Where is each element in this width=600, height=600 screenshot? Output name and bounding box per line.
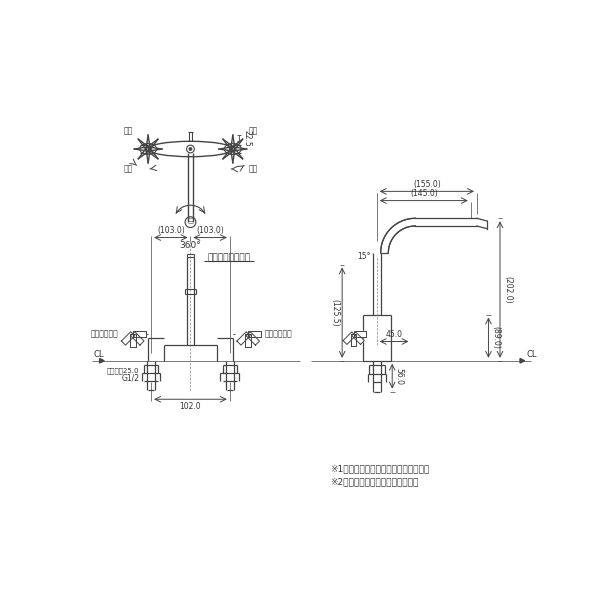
- Text: 温側ハンドル: 温側ハンドル: [91, 329, 118, 338]
- Text: (103.0): (103.0): [157, 226, 185, 235]
- Text: 水側ハンドル: 水側ハンドル: [265, 329, 292, 338]
- Text: 102.0: 102.0: [179, 401, 201, 410]
- Text: (125.5): (125.5): [330, 299, 339, 326]
- Text: 56.0: 56.0: [395, 368, 404, 385]
- Text: 吐水: 吐水: [124, 164, 133, 173]
- Text: ※1　（　）内寸法は参考寸法である。: ※1 （ ）内寸法は参考寸法である。: [331, 464, 430, 474]
- Polygon shape: [133, 331, 146, 337]
- Polygon shape: [100, 358, 104, 363]
- Polygon shape: [245, 334, 251, 347]
- Polygon shape: [246, 332, 260, 345]
- Text: 吐水: 吐水: [248, 126, 257, 135]
- Text: スパウト回転角度: スパウト回転角度: [208, 253, 250, 262]
- Text: CL: CL: [94, 350, 104, 359]
- Polygon shape: [343, 332, 356, 344]
- Polygon shape: [248, 331, 262, 337]
- Polygon shape: [354, 331, 366, 337]
- Text: 22.5: 22.5: [242, 130, 251, 146]
- Polygon shape: [121, 332, 135, 345]
- Text: CL: CL: [527, 350, 538, 359]
- Text: (202.0): (202.0): [503, 276, 512, 304]
- Polygon shape: [130, 334, 136, 347]
- Text: (89.0): (89.0): [491, 326, 500, 349]
- Polygon shape: [352, 332, 364, 344]
- Text: (145.0): (145.0): [410, 189, 437, 198]
- Text: 六角対辺25.0: 六角対辺25.0: [107, 367, 140, 374]
- Polygon shape: [520, 358, 524, 363]
- Text: 止水: 止水: [124, 126, 133, 135]
- Polygon shape: [237, 332, 250, 345]
- Polygon shape: [131, 332, 144, 345]
- Text: 止水: 止水: [248, 164, 257, 173]
- Text: 45.0: 45.0: [385, 330, 402, 339]
- Text: (103.0): (103.0): [196, 226, 224, 235]
- Text: ※2　止水栓を必ず設置すること。: ※2 止水栓を必ず設置すること。: [331, 477, 419, 486]
- Circle shape: [189, 148, 192, 151]
- Text: 360°: 360°: [179, 241, 202, 250]
- Polygon shape: [351, 334, 356, 346]
- Text: 15°: 15°: [358, 251, 371, 260]
- Text: (155.0): (155.0): [413, 180, 441, 189]
- Text: G1/2: G1/2: [122, 374, 140, 383]
